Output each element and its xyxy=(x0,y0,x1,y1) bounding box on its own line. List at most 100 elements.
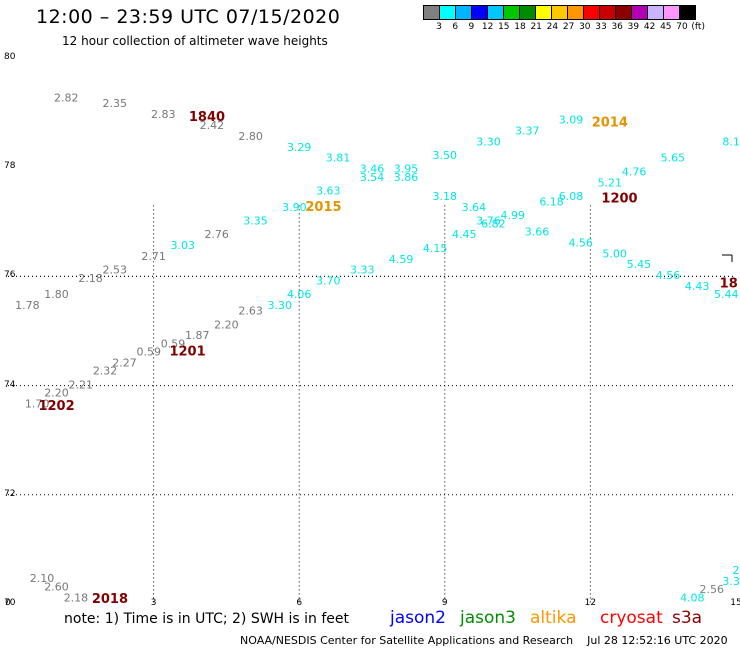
wave-height-value: 2.80 xyxy=(238,130,263,143)
wave-height-value: 3.86 xyxy=(394,171,419,184)
wave-height-value: 2.63 xyxy=(238,305,263,318)
wave-height-value: 4.08 xyxy=(680,591,705,604)
wave-height-value: 5.44 xyxy=(714,288,739,301)
wave-height-value: 2.60 xyxy=(44,580,69,593)
wave-height-value: 4.43 xyxy=(685,280,710,293)
wave-height-value: 3.76 xyxy=(476,215,501,228)
lon-label: 9 xyxy=(441,598,448,608)
wave-height-value: 3.18 xyxy=(433,190,458,203)
lat-label: 78 xyxy=(4,161,16,172)
lat-label: 70 xyxy=(4,598,16,608)
wave-height-value: 4.56 xyxy=(656,269,681,282)
wave-height-value: 4.45 xyxy=(452,228,477,241)
wave-height-value: 3.54 xyxy=(360,171,385,184)
color-scale-legend xyxy=(423,5,696,20)
legend-label: 6 xyxy=(452,22,459,32)
wave-height-value: 2.83 xyxy=(151,108,176,121)
lat-label: 72 xyxy=(4,488,16,499)
wave-height-value: 3.09 xyxy=(559,114,584,127)
wave-height-value: 4.15 xyxy=(423,242,448,255)
wave-height-value: 3.64 xyxy=(462,201,487,214)
wave-height-value: 4.59 xyxy=(389,253,414,266)
wave-height-value: 3.03 xyxy=(170,239,195,252)
wave-height-value: 6.18 xyxy=(539,195,564,208)
wave-height-value: 8.1 xyxy=(722,135,740,148)
wave-height-value: 1.87 xyxy=(185,329,210,342)
pass-time-label: 2014 xyxy=(592,115,628,130)
wave-height-value: 2.42 xyxy=(200,119,225,132)
legend-label: 36 xyxy=(611,22,623,32)
wave-height-value: 3.30 xyxy=(476,135,501,148)
wave-height-value: 2.53 xyxy=(103,264,128,277)
lat-label: 76 xyxy=(4,270,16,281)
wave-height-value: 3.33 xyxy=(350,264,375,277)
pass-time-label: 1202 xyxy=(38,399,74,414)
wave-height-value: 4.56 xyxy=(568,236,593,249)
legend-label: 33 xyxy=(595,22,607,32)
wave-height-value: 3.81 xyxy=(326,152,351,165)
wave-height-value: 2.35 xyxy=(103,97,128,110)
lon-label: 0 xyxy=(5,598,11,608)
legend-label: 15 xyxy=(498,22,510,32)
wave-height-value: 3.95 xyxy=(394,163,419,176)
legend-label: 24 xyxy=(546,22,559,32)
wave-height-value: 3.29 xyxy=(287,141,312,154)
wave-height-value: 5.00 xyxy=(602,247,627,260)
wave-height-value: 3.90 xyxy=(282,201,307,214)
pass-time-label: 2018 xyxy=(92,592,128,607)
satellite-legend-altika: altika xyxy=(530,608,577,628)
lon-label: 6 xyxy=(296,598,303,608)
pass-time-label: 2015 xyxy=(305,200,341,215)
wave-height-value: 5.65 xyxy=(661,152,686,165)
wave-height-value: 3.30 xyxy=(268,299,293,312)
lon-label: 12 xyxy=(584,598,597,608)
legend-label: 45 xyxy=(660,22,672,32)
wave-height-value: 2.18 xyxy=(78,272,103,285)
wave-height-value: 2.21 xyxy=(69,378,94,391)
wave-height-value: 1.78 xyxy=(15,299,40,312)
wave-height-value: 2.82 xyxy=(54,92,79,105)
wave-height-value: 2.56 xyxy=(699,583,724,596)
lon-label: 15 xyxy=(730,598,740,608)
legend-label: 18 xyxy=(514,22,526,32)
wave-height-value: 2.76 xyxy=(204,228,229,241)
wave-height-value: 2 xyxy=(733,564,740,577)
wave-height-value: 2.18 xyxy=(64,591,89,604)
legend-label: 21 xyxy=(530,22,542,32)
timestamp-text: Jul 28 12:52:16 UTC 2020 xyxy=(587,634,728,647)
legend-label: 27 xyxy=(562,22,575,32)
page-title: 12:00 – 23:59 UTC 07/15/2020 xyxy=(36,6,341,28)
satellite-legend-s3a: s3a xyxy=(672,608,703,628)
legend-swatch xyxy=(679,5,696,20)
wave-height-value: 0.59 xyxy=(161,337,186,350)
footnote: note: 1) Time is in UTC; 2) SWH is in fe… xyxy=(64,611,350,627)
wave-height-value: 3.66 xyxy=(525,225,550,238)
wave-height-value: 3.63 xyxy=(316,185,341,198)
wave-height-value: 4.76 xyxy=(622,165,647,178)
credit-text: NOAA/NESDIS Center for Satellite Applica… xyxy=(240,634,574,647)
footer-credit: NOAA/NESDIS Center for Satellite Applica… xyxy=(240,634,728,647)
wave-height-value: 5.45 xyxy=(627,258,652,271)
wave-height-value: 5.21 xyxy=(598,176,623,189)
wave-height-value: 3.70 xyxy=(316,275,341,288)
pass-time-label: 1840 xyxy=(189,110,225,125)
pass-time-label: 1200 xyxy=(601,192,637,207)
color-scale-labels: 3 6 9 12 15 18 21 24 27 30 33 36 39 42 45 70 (ft) xyxy=(423,22,740,36)
pass-time-label: 1201 xyxy=(169,345,205,360)
wave-height-value: 4.99 xyxy=(500,209,525,222)
wave-height-value: 2.20 xyxy=(44,387,69,400)
legend-label: 9 xyxy=(468,22,475,32)
pass-time-label: 18 xyxy=(720,276,738,291)
satellite-legend-jason3: jason3 xyxy=(460,608,516,628)
page-subtitle: 12 hour collection of altimeter wave hei… xyxy=(62,34,328,48)
wave-height-value: 6.08 xyxy=(559,190,584,203)
legend-label: 70 xyxy=(676,22,688,32)
lon-label: 3 xyxy=(150,598,157,608)
legend-label: 42 xyxy=(643,22,656,32)
wave-height-value: 2.71 xyxy=(141,250,166,263)
legend-label: 12 xyxy=(481,22,494,32)
satellite-legend-jason2: jason2 xyxy=(390,608,446,628)
wave-height-value: 1.80 xyxy=(44,288,69,301)
legend-label: 30 xyxy=(579,22,591,32)
